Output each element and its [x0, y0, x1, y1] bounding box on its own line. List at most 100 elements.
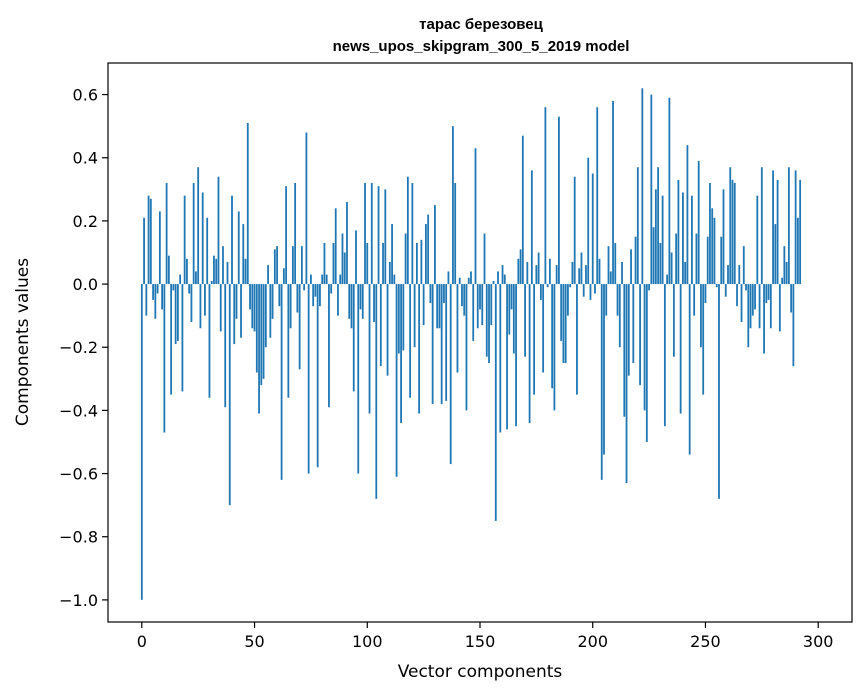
- bar-128: [429, 284, 432, 304]
- bar-287: [787, 167, 790, 285]
- bar-40: [231, 195, 233, 285]
- bar-109: [386, 284, 389, 376]
- bar-270: [749, 284, 752, 329]
- bar-253: [711, 208, 714, 285]
- bar-242: [686, 145, 689, 285]
- x-axis-ticks: 0 50 100 150 200 250 300: [137, 622, 833, 651]
- bar-75: [310, 274, 312, 285]
- bar-89: [341, 233, 344, 285]
- bar-96: [357, 284, 360, 474]
- bar-133: [440, 284, 443, 405]
- bar-255: [715, 284, 718, 288]
- bar-62: [280, 284, 283, 480]
- bar-268: [745, 284, 747, 291]
- bar-278: [767, 284, 770, 300]
- bar-116: [402, 284, 405, 351]
- bar-209: [612, 100, 614, 285]
- bar-71: [300, 246, 303, 285]
- bar-290: [794, 170, 797, 285]
- bar-139: [454, 183, 457, 285]
- bar-135: [445, 284, 448, 401]
- bar-165: [512, 284, 515, 354]
- bar-275: [760, 167, 763, 285]
- bar-150: [479, 284, 481, 310]
- bar-28: [204, 284, 206, 316]
- bar-114: [397, 284, 400, 354]
- bar-264: [736, 284, 738, 307]
- bar-61: [278, 284, 281, 307]
- bar-141: [458, 277, 461, 285]
- bar-6: [154, 284, 157, 319]
- bar-93: [350, 284, 353, 329]
- bar-198: [587, 157, 590, 285]
- bar-113: [395, 284, 398, 477]
- bar-145: [467, 277, 470, 285]
- bar-261: [729, 167, 732, 285]
- bar-216: [627, 284, 630, 376]
- x-tick-label: 50: [244, 632, 264, 651]
- bar-195: [580, 252, 583, 285]
- bar-48: [249, 284, 251, 310]
- bar-121: [413, 284, 416, 348]
- y-tick-label: −0.8: [59, 528, 98, 547]
- bar-2: [145, 284, 148, 316]
- bar-212: [618, 284, 621, 348]
- bar-92: [348, 284, 351, 319]
- bar-180: [546, 284, 549, 288]
- bar-13: [170, 284, 173, 395]
- bar-149: [476, 284, 479, 329]
- bar-217: [630, 249, 632, 285]
- bar-227: [652, 227, 655, 285]
- bar-68: [294, 183, 297, 285]
- bar-57: [269, 284, 272, 338]
- bar-125: [422, 284, 425, 326]
- bar-232: [663, 284, 666, 427]
- bar-76: [312, 284, 315, 307]
- bar-140: [456, 284, 459, 373]
- bar-25: [197, 167, 200, 285]
- bar-256: [718, 284, 720, 499]
- bar-142: [461, 284, 463, 307]
- y-axis-label: Components values: [13, 258, 33, 426]
- bar-171: [526, 261, 529, 285]
- bar-249: [702, 284, 705, 395]
- bar-243: [688, 284, 691, 455]
- bar-53: [260, 284, 263, 386]
- bar-291: [796, 217, 799, 285]
- bar-208: [609, 271, 612, 285]
- bar-220: [636, 167, 639, 285]
- bar-49: [251, 284, 254, 329]
- bar-280: [772, 170, 774, 285]
- plot-frame: [107, 62, 853, 623]
- bar-17: [179, 274, 182, 285]
- bar-169: [521, 135, 524, 285]
- bar-1: [143, 217, 145, 285]
- x-tick-label: 0: [137, 632, 147, 651]
- chart-title: тарас березовец: [419, 16, 543, 33]
- bar-60: [276, 246, 278, 285]
- bar-35: [219, 284, 222, 332]
- y-tick-label: −0.2: [59, 338, 98, 357]
- bar-160: [501, 265, 504, 285]
- y-tick-label: −0.4: [59, 401, 98, 420]
- bar-157: [494, 284, 497, 521]
- bar-74: [307, 284, 310, 474]
- bar-106: [379, 284, 382, 367]
- bar-20: [186, 258, 188, 285]
- bar-175: [535, 265, 538, 285]
- bar-84: [330, 284, 333, 294]
- bar-44: [240, 284, 242, 338]
- x-tick-label: 100: [352, 632, 383, 651]
- bar-46: [244, 258, 247, 285]
- bar-277: [765, 284, 768, 304]
- bar-54: [262, 284, 265, 379]
- bar-12: [167, 255, 170, 285]
- bar-266: [740, 284, 743, 322]
- bar-189: [567, 284, 569, 316]
- bar-267: [742, 246, 745, 285]
- bar-134: [443, 284, 445, 304]
- bar-63: [282, 268, 285, 285]
- bar-158: [497, 271, 499, 285]
- bar-21: [188, 284, 191, 294]
